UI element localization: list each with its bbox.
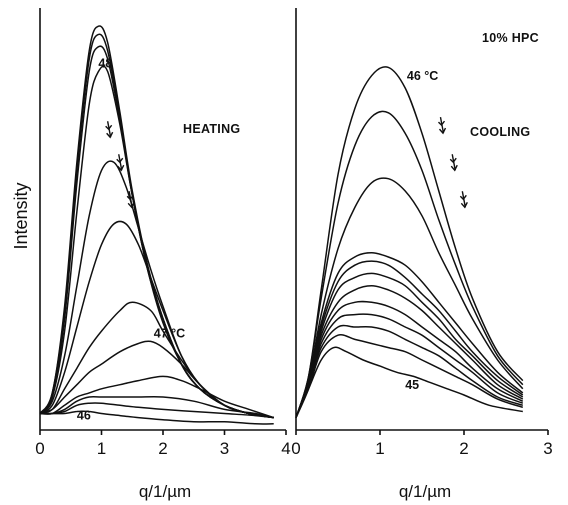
cooling-x-tick-label: 0: [291, 439, 300, 458]
cooling-direction-arrow: [449, 154, 458, 172]
cooling-annotation: COOLING: [470, 125, 530, 139]
cooling-arrows: [437, 116, 468, 209]
heating-x-tick-label: 2: [158, 439, 167, 458]
heating-curve: [39, 301, 274, 419]
heating-x-tick-label: 4: [281, 439, 290, 458]
cooling-direction-arrow: [459, 191, 468, 209]
heating-x-tick-label: 1: [97, 439, 106, 458]
cooling-curve: [295, 333, 524, 418]
cooling-x-ticks: 0 1 2 3: [291, 430, 553, 458]
cooling-curve: [295, 300, 524, 418]
cooling-curve: [295, 313, 524, 418]
cooling-curves: [295, 66, 524, 418]
cooling-direction-arrow: [437, 116, 447, 135]
heating-curve: [39, 395, 274, 419]
cooling-curve-label: 45: [405, 378, 419, 392]
heating-curve-label: 46: [77, 409, 91, 423]
heating-panel: 0 1 2 3 4 48 47 °C 46 HEATING q/1/µm: [35, 8, 291, 501]
sample-title: 10% HPC: [482, 31, 539, 45]
cooling-curve: [295, 252, 524, 418]
heating-x-axis-label: q/1/µm: [139, 482, 191, 501]
cooling-x-axis-label: q/1/µm: [399, 482, 451, 501]
cooling-curve: [295, 272, 524, 418]
heating-direction-arrow: [126, 191, 135, 209]
heating-curve-labels: 48 47 °C 46: [77, 56, 185, 422]
heating-arrows: [105, 121, 135, 209]
cooling-curve: [295, 177, 524, 418]
cooling-curve-labels: 46 °C 45: [405, 69, 438, 392]
cooling-curve: [295, 285, 524, 418]
heating-annotation: HEATING: [183, 122, 240, 136]
heating-direction-arrow: [105, 121, 114, 139]
cooling-curve: [295, 346, 523, 418]
heating-curve-label: 47 °C: [154, 326, 185, 340]
heating-curve: [39, 402, 274, 419]
cooling-curve-label: 46 °C: [407, 69, 438, 83]
heating-x-ticks: 0 1 2 3 4: [35, 430, 291, 458]
heating-x-tick-label: 3: [220, 439, 229, 458]
heating-curve: [39, 340, 274, 419]
heating-curve: [40, 410, 274, 425]
heating-curve: [39, 375, 274, 419]
heating-curve-label: 48: [98, 56, 112, 70]
cooling-x-tick-label: 1: [375, 439, 384, 458]
heating-curve: [39, 65, 274, 419]
y-axis-label: Intensity: [11, 182, 31, 249]
heating-curves: [39, 25, 274, 425]
cooling-curve: [295, 260, 524, 418]
cooling-curve: [295, 66, 524, 418]
cooling-x-tick-label: 2: [459, 439, 468, 458]
cooling-x-tick-label: 3: [543, 439, 552, 458]
heating-curve: [39, 25, 274, 419]
heating-direction-arrow: [116, 154, 125, 172]
cooling-curve: [295, 110, 524, 418]
heating-x-tick-label: 0: [35, 439, 44, 458]
cooling-curve: [295, 324, 524, 418]
cooling-panel: 0 1 2 3 46 °C 45 COOLING 10% HPC q/1/µm: [291, 8, 553, 501]
